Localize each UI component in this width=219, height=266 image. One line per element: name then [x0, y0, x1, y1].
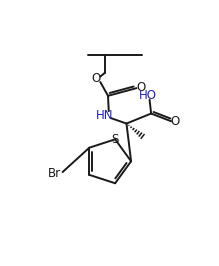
Text: O: O [136, 81, 146, 94]
Text: Br: Br [48, 167, 62, 180]
Text: O: O [92, 72, 101, 85]
Text: HO: HO [139, 89, 157, 102]
Text: O: O [170, 115, 180, 128]
Text: S: S [111, 133, 119, 146]
Text: HN: HN [96, 109, 114, 122]
